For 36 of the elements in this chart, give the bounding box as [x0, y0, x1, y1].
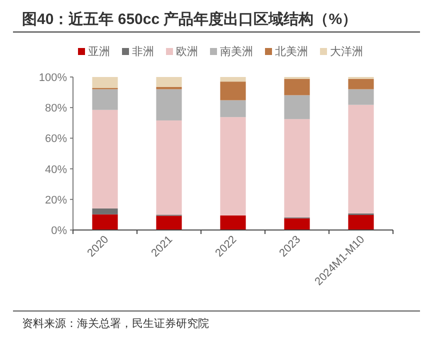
- bar: [220, 82, 246, 100]
- chart-title: 图40：近五年 650cc 产品年度出口区域结构（%）: [22, 10, 358, 28]
- bar: [284, 119, 310, 218]
- bar: [284, 95, 310, 120]
- bar: [92, 214, 118, 230]
- bar: [92, 208, 118, 214]
- bar: [220, 100, 246, 118]
- bar: [348, 215, 374, 230]
- bar: [156, 216, 182, 230]
- y-tick-label: 80%: [44, 102, 68, 115]
- bar: [348, 89, 374, 105]
- legend-label: 欧洲: [176, 45, 198, 58]
- y-tick-label: 20%: [44, 194, 68, 206]
- bar: [348, 104, 374, 214]
- y-tick-label: 0%: [51, 225, 68, 237]
- bar: [92, 89, 118, 110]
- bar: [220, 77, 246, 82]
- y-tick-label: 40%: [44, 164, 68, 176]
- legend-label: 亚洲: [88, 45, 110, 58]
- bar: [156, 77, 182, 87]
- bar: [348, 78, 374, 90]
- bar: [220, 215, 246, 230]
- legend-label: 北美洲: [275, 45, 308, 58]
- legend-label: 非洲: [132, 45, 154, 58]
- legend-label: 南美洲: [220, 45, 253, 58]
- bar: [284, 78, 310, 96]
- y-tick-label: 60%: [44, 133, 68, 146]
- legend-label: 大洋洲: [330, 45, 363, 58]
- bar: [156, 89, 182, 120]
- bar: [92, 110, 118, 208]
- bar: [156, 120, 182, 215]
- bar: [92, 77, 118, 88]
- bar: [284, 218, 310, 230]
- y-tick-label: 100%: [38, 72, 68, 84]
- bar: [220, 117, 246, 216]
- text: 资料来源：海关总署，民生证券研究院: [22, 317, 209, 330]
